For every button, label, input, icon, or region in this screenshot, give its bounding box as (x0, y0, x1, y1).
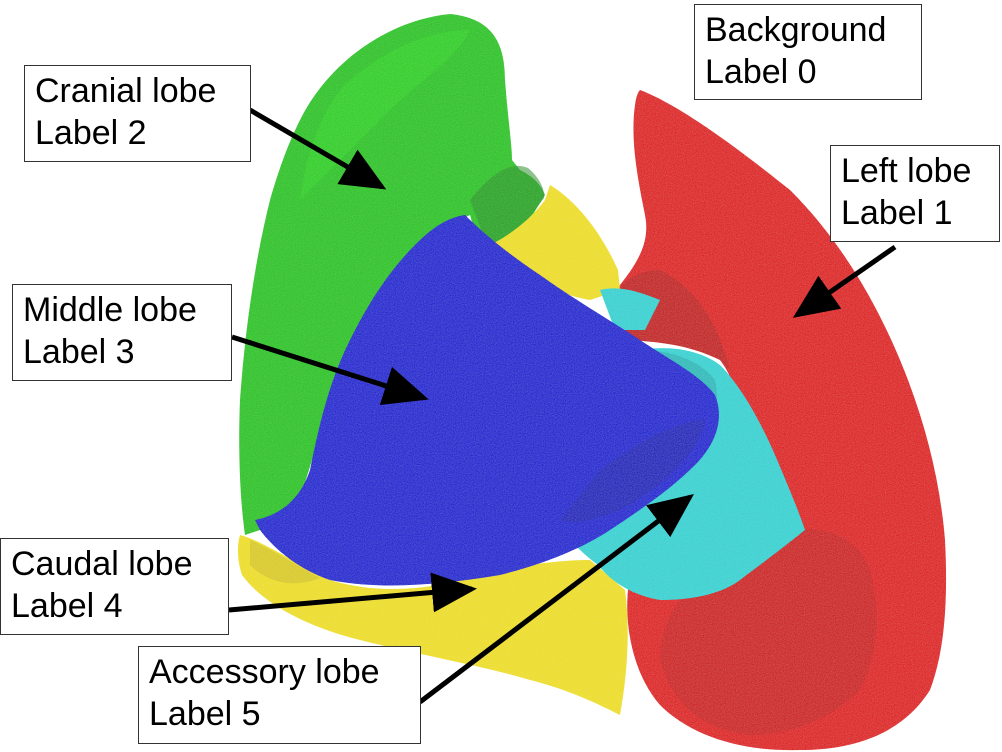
label-box-accessory-lobe: Accessory lobe Label 5 (138, 646, 421, 744)
label-box-left-lobe: Left lobe Label 1 (830, 145, 1000, 242)
label-number: Label 0 (705, 53, 817, 91)
label-name: Middle lobe (23, 291, 197, 329)
label-name: Background (705, 11, 887, 49)
label-name: Caudal lobe (11, 545, 193, 583)
label-name: Accessory lobe (149, 653, 380, 691)
label-number: Label 2 (35, 114, 147, 152)
arrow-middle (231, 334, 429, 405)
arrow-accessory (418, 493, 694, 704)
label-box-background: Background Label 0 (694, 4, 922, 100)
label-box-middle-lobe: Middle lobe Label 3 (12, 284, 232, 381)
label-box-cranial-lobe: Cranial lobe Label 2 (24, 65, 251, 162)
label-name: Left lobe (841, 152, 972, 190)
middle-lobe (255, 215, 719, 586)
annotation-arrows (228, 107, 897, 704)
label-number: Label 4 (11, 587, 123, 625)
label-number: Label 1 (841, 194, 953, 232)
label-number: Label 3 (23, 333, 135, 371)
arrow-left (792, 244, 897, 318)
label-number: Label 5 (149, 695, 261, 733)
arrow-caudal (228, 572, 477, 613)
arrow-cranial (248, 107, 387, 190)
label-name: Cranial lobe (35, 72, 217, 110)
label-box-caudal-lobe: Caudal lobe Label 4 (0, 538, 229, 635)
